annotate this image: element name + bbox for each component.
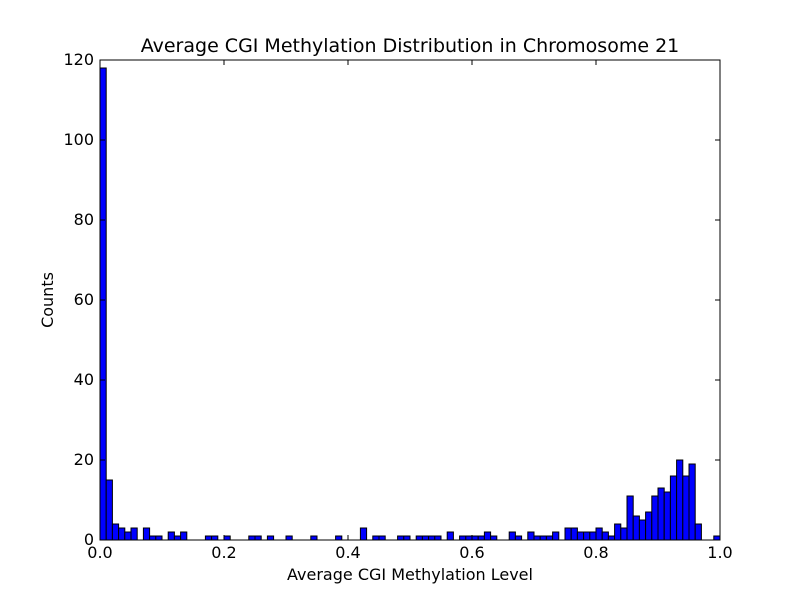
histogram-bar bbox=[552, 531, 560, 541]
y-tick-label: 80 bbox=[74, 210, 94, 229]
histogram-bar bbox=[651, 495, 659, 541]
histogram-bar bbox=[570, 527, 578, 541]
histogram-bar bbox=[285, 535, 293, 541]
histogram-bar bbox=[663, 491, 671, 541]
histogram-bar bbox=[477, 535, 485, 541]
histogram-bar bbox=[434, 535, 442, 541]
histogram-bar bbox=[372, 535, 380, 541]
histogram-bar bbox=[415, 535, 423, 541]
histogram-bar bbox=[124, 531, 132, 541]
x-tick-label: 0.6 bbox=[459, 543, 484, 562]
x-tick-label: 0.2 bbox=[211, 543, 236, 562]
histogram-bar bbox=[682, 475, 690, 541]
histogram-bar bbox=[483, 531, 492, 541]
histogram-bar bbox=[564, 527, 572, 541]
histogram-bar bbox=[403, 535, 411, 541]
histogram-bar bbox=[397, 535, 405, 541]
histogram-bar bbox=[576, 531, 585, 541]
x-axis-ticks: 0.0 0.2 0.4 0.6 0.8 1.0 bbox=[87, 60, 733, 562]
histogram-bar bbox=[508, 531, 516, 541]
histogram-bar bbox=[638, 519, 647, 541]
histogram-bar bbox=[657, 487, 665, 541]
x-tick-label: 1.0 bbox=[707, 543, 732, 562]
y-axis-label: Counts bbox=[38, 272, 57, 328]
chart-title: Average CGI Methylation Distribution in … bbox=[141, 35, 680, 57]
histogram-bar bbox=[99, 67, 107, 541]
histogram-bar bbox=[632, 515, 640, 541]
histogram-bar bbox=[589, 531, 597, 541]
x-tick-label: 0.4 bbox=[335, 543, 360, 562]
histogram-bar bbox=[359, 527, 368, 541]
histogram-bar bbox=[471, 535, 479, 541]
histogram-bar bbox=[421, 535, 430, 541]
histogram-bar bbox=[583, 531, 591, 541]
histogram-bar bbox=[335, 535, 343, 541]
histogram-bar bbox=[254, 535, 262, 541]
y-tick-label: 20 bbox=[74, 450, 94, 469]
plot-frame bbox=[99, 59, 721, 541]
histogram-bar bbox=[173, 535, 182, 541]
histogram-bar bbox=[211, 535, 219, 541]
y-tick-label: 100 bbox=[63, 130, 94, 149]
x-tick-label: 0.0 bbox=[87, 543, 112, 562]
histogram-bar bbox=[459, 535, 467, 541]
y-tick-label: 40 bbox=[74, 370, 94, 389]
histogram-bar bbox=[465, 535, 473, 541]
y-tick-label: 0 bbox=[84, 530, 94, 549]
histogram-bar bbox=[645, 511, 653, 541]
histogram-bars bbox=[99, 67, 721, 541]
histogram-bar bbox=[105, 479, 113, 541]
histogram-bar bbox=[142, 527, 151, 541]
histogram-bar bbox=[713, 535, 721, 541]
x-tick-label: 0.8 bbox=[583, 543, 608, 562]
histogram-bar bbox=[669, 475, 678, 541]
histogram-bar bbox=[614, 523, 622, 541]
histogram-bar bbox=[155, 535, 163, 541]
histogram-bar bbox=[527, 531, 535, 541]
histogram-bar bbox=[601, 531, 609, 541]
histogram-bar bbox=[149, 535, 157, 541]
histogram-bar bbox=[428, 535, 436, 541]
histogram-bar bbox=[607, 535, 616, 541]
histogram-bar bbox=[626, 495, 634, 541]
histogram-bar bbox=[595, 527, 603, 541]
histogram-bar bbox=[539, 535, 547, 541]
histogram-bar bbox=[204, 535, 213, 541]
histogram-bar bbox=[167, 531, 175, 541]
histogram-bar bbox=[118, 527, 126, 541]
histogram-bar bbox=[533, 535, 541, 541]
x-axis-label: Average CGI Methylation Level bbox=[287, 565, 533, 584]
histogram-bar bbox=[446, 531, 454, 541]
y-tick-label: 120 bbox=[63, 50, 94, 69]
histogram-bar bbox=[514, 535, 523, 541]
histogram-bar bbox=[620, 527, 628, 541]
histogram-bar bbox=[180, 531, 188, 541]
y-axis-ticks: 0 20 40 60 80 100 120 bbox=[63, 50, 720, 549]
y-tick-label: 60 bbox=[74, 290, 94, 309]
histogram-bar bbox=[111, 523, 120, 541]
histogram-bar bbox=[378, 535, 386, 541]
histogram-bar bbox=[676, 459, 684, 541]
histogram-bar bbox=[688, 463, 696, 541]
histogram-bar bbox=[266, 535, 275, 541]
histogram-bar bbox=[694, 523, 702, 541]
histogram-bar bbox=[248, 535, 256, 541]
histogram-bar bbox=[490, 535, 498, 541]
histogram-bar bbox=[310, 535, 318, 541]
histogram-bar bbox=[545, 535, 554, 541]
histogram-bar bbox=[223, 535, 231, 541]
histogram-bar bbox=[130, 527, 138, 541]
